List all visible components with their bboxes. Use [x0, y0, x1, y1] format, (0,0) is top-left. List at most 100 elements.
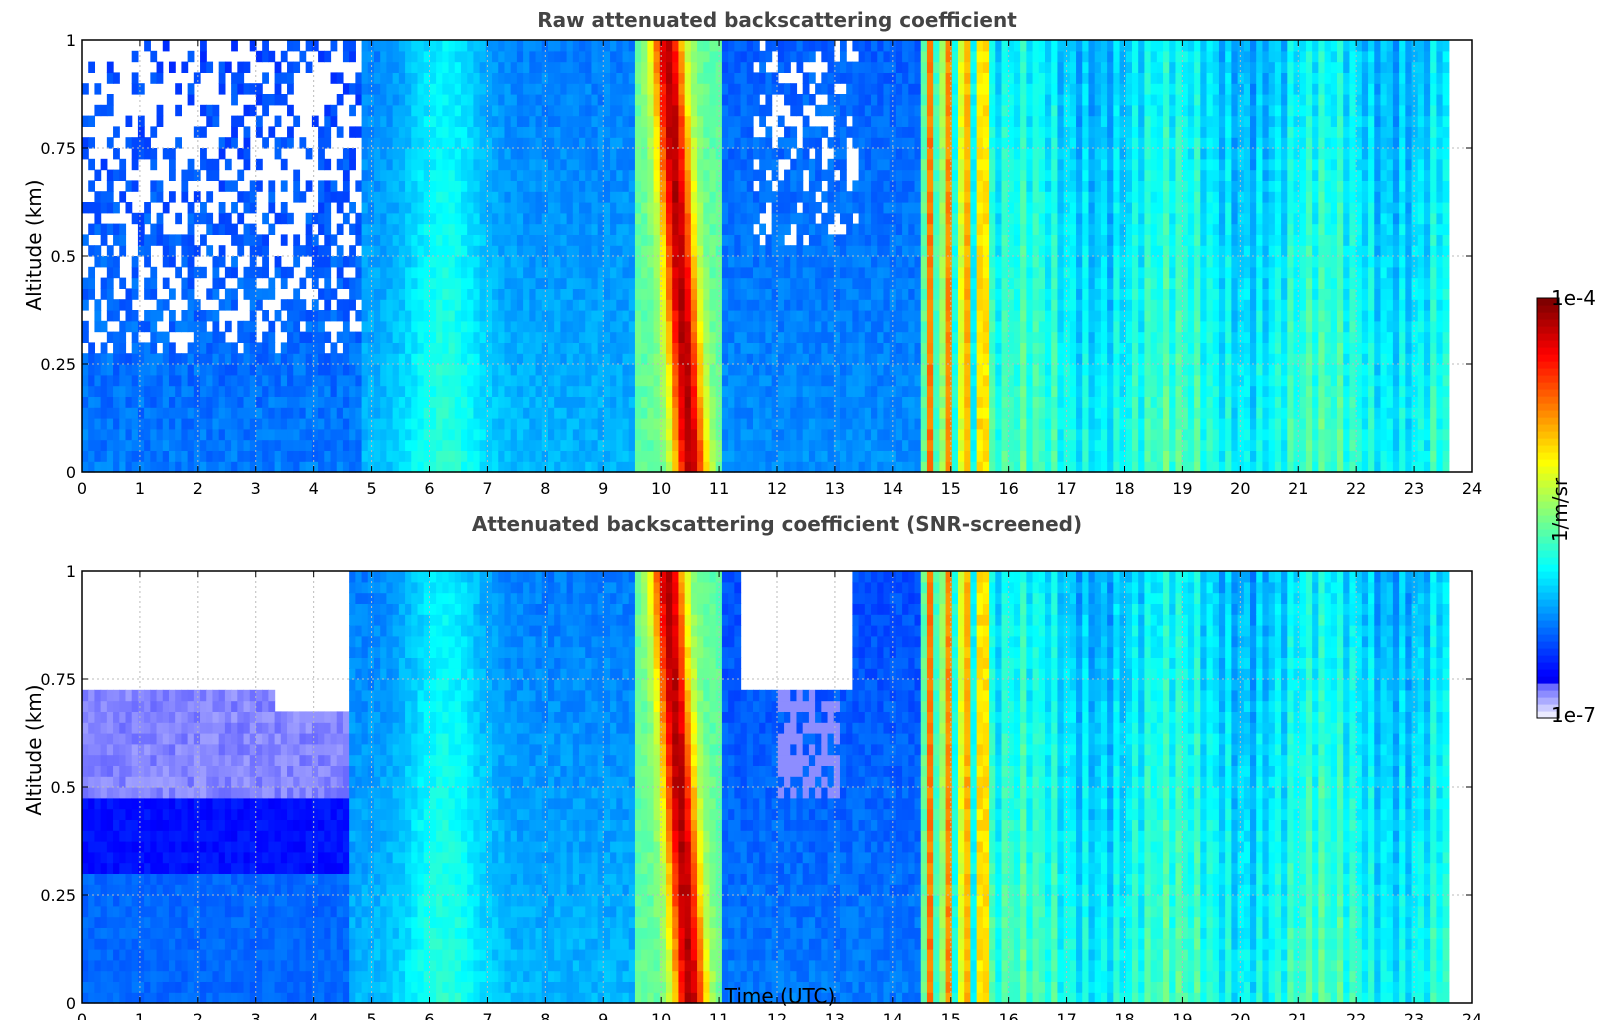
heatmap-cell [771, 439, 779, 451]
heatmap-cell [175, 407, 182, 419]
heatmap-cell [597, 169, 605, 181]
heatmap-cell [498, 428, 506, 441]
heatmap-cell [181, 277, 189, 289]
heatmap-cell [796, 191, 804, 203]
heatmap-cell [833, 104, 841, 117]
heatmap-cell [541, 212, 549, 225]
heatmap-cell [709, 374, 717, 387]
heatmap-cell [467, 234, 475, 246]
heatmap-cell [858, 450, 866, 462]
heatmap-cell [684, 353, 692, 365]
heatmap-cell [162, 418, 170, 430]
heatmap-cell [684, 180, 692, 192]
heatmap-cell [634, 72, 642, 84]
heatmap-cell [597, 61, 605, 73]
heatmap-cell [709, 331, 717, 343]
heatmap-cell [100, 320, 108, 333]
heatmap-cell [908, 450, 916, 462]
heatmap-cell [299, 364, 307, 376]
heatmap-cell [231, 288, 238, 300]
heatmap-cell [653, 158, 661, 171]
heatmap-cell [374, 148, 381, 160]
heatmap-cell [392, 158, 400, 171]
heatmap-cell [212, 266, 220, 279]
heatmap-cell [945, 418, 953, 430]
heatmap-cell [765, 104, 773, 117]
heatmap-cell [697, 299, 704, 311]
heatmap-cell [709, 148, 717, 160]
heatmap-cell [473, 234, 481, 246]
heatmap-cell [697, 310, 704, 322]
heatmap-cell [616, 223, 624, 235]
heatmap-cell [429, 266, 437, 279]
heatmap-cell [535, 148, 543, 160]
heatmap-cell [367, 126, 375, 138]
heatmap-cell [541, 288, 549, 300]
heatmap-cell [492, 191, 499, 203]
heatmap-cell [212, 169, 220, 181]
heatmap-cell [529, 385, 537, 397]
heatmap-cell [398, 202, 406, 214]
heatmap-cell [585, 266, 593, 279]
heatmap-cell [454, 234, 462, 246]
heatmap-cell [939, 364, 947, 376]
heatmap-cell [597, 148, 605, 160]
heatmap-cell [877, 223, 885, 235]
heatmap-cell [249, 83, 257, 95]
heatmap-cell [200, 331, 207, 343]
heatmap-cell [728, 169, 735, 181]
heatmap-cell [616, 115, 624, 127]
heatmap-cell [355, 385, 363, 397]
heatmap-cell [976, 94, 984, 106]
heatmap-cell [647, 137, 655, 149]
heatmap-cell [231, 126, 238, 138]
heatmap-cell [653, 94, 661, 106]
heatmap-cell [479, 212, 487, 225]
heatmap-cell [827, 50, 835, 63]
heatmap-cell [560, 461, 568, 473]
heatmap-cell [939, 191, 947, 203]
heatmap-cell [790, 299, 798, 311]
heatmap-cell [784, 461, 791, 473]
heatmap-cell [274, 353, 282, 365]
heatmap-cell [672, 407, 680, 419]
heatmap-cell [914, 407, 922, 419]
heatmap-cell [933, 137, 940, 149]
heatmap-cell [324, 126, 332, 138]
heatmap-cell [417, 169, 425, 181]
heatmap-cell [361, 299, 369, 311]
heatmap-cell [442, 364, 450, 376]
heatmap-cell [690, 461, 698, 473]
heatmap-cell [877, 245, 885, 257]
heatmap-cell [933, 439, 940, 451]
heatmap-cell [156, 353, 164, 365]
heatmap-cell [777, 320, 785, 333]
heatmap-cell [597, 245, 605, 257]
heatmap-cell [833, 277, 841, 289]
heatmap-cell [100, 428, 108, 441]
heatmap-cell [423, 137, 431, 149]
heatmap-cell [945, 385, 953, 397]
heatmap-cell [908, 396, 916, 408]
heatmap-cell [603, 428, 611, 441]
heatmap-cell [137, 353, 145, 365]
heatmap-cell [554, 428, 561, 441]
heatmap-cell [218, 299, 226, 311]
heatmap-cell [100, 223, 108, 235]
heatmap-cell [591, 461, 599, 473]
heatmap-cell [311, 396, 319, 408]
heatmap-cell [647, 407, 655, 419]
heatmap-cell [361, 234, 369, 246]
heatmap-cell [572, 202, 580, 214]
heatmap-cell [821, 126, 829, 138]
heatmap-cell [125, 407, 133, 419]
heatmap-cell [398, 450, 406, 462]
heatmap-cell [740, 40, 748, 52]
heatmap-cell [821, 364, 829, 376]
heatmap-cell [411, 266, 419, 279]
heatmap-cell [547, 104, 555, 117]
heatmap-cell [224, 407, 232, 419]
heatmap-cell [405, 450, 412, 462]
heatmap-cell [666, 310, 673, 322]
heatmap-cell [398, 72, 406, 84]
